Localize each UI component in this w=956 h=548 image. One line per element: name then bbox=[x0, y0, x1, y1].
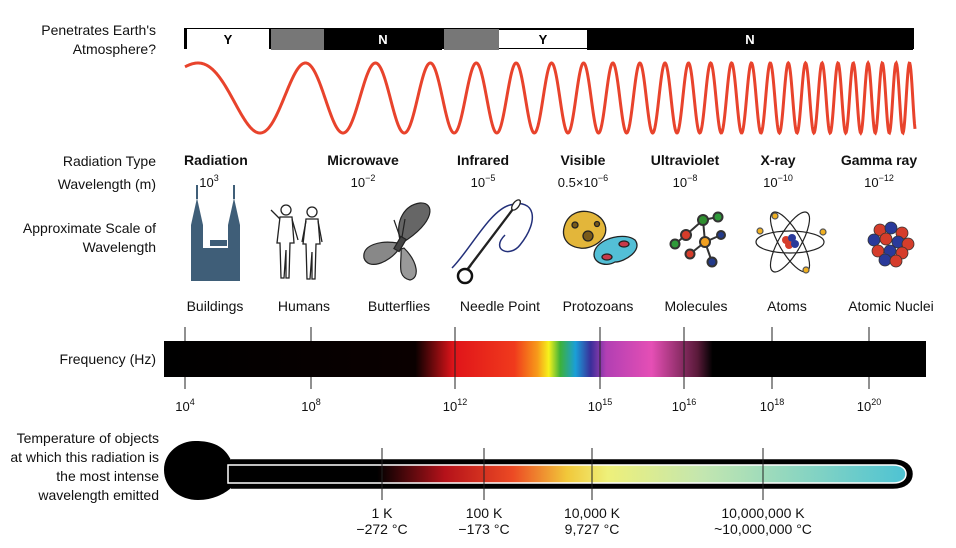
atmosphere-segment bbox=[271, 29, 324, 50]
butterfly-icon bbox=[363, 202, 431, 281]
scale-label-butterflies: Butterflies bbox=[367, 298, 431, 314]
scale-connectors bbox=[184, 327, 870, 341]
temperature-10000000k: 10,000,000 K ~10,000,000 °C bbox=[714, 505, 812, 537]
temperature-label: Temperature of objects at which this rad… bbox=[10, 430, 159, 503]
wavelength-visible: 0.5×10−6 bbox=[557, 173, 609, 191]
scale-label-atoms: Atoms bbox=[767, 298, 807, 314]
atmosphere-segment: N bbox=[587, 29, 913, 50]
freq-tick-label: 1015 bbox=[587, 397, 613, 415]
needle-icon bbox=[451, 199, 534, 285]
radiation-type-infrared: Infrared bbox=[456, 152, 510, 168]
atmosphere-segment: N bbox=[324, 29, 442, 50]
freq-tick-label: 104 bbox=[175, 397, 195, 415]
scale-label: Approximate Scale of Wavelength bbox=[22, 220, 156, 255]
radiation-type-visible: Visible bbox=[560, 152, 606, 168]
frequency-label: Frequency (Hz) bbox=[59, 351, 156, 367]
wave-line bbox=[184, 60, 917, 136]
scale-label-protozoans: Protozoans bbox=[562, 298, 634, 314]
wavelength-label: Wavelength (m) bbox=[57, 176, 156, 192]
frequency-spectrum-bar bbox=[164, 341, 926, 377]
protozoan-icon bbox=[562, 210, 638, 265]
temperature-100k: 100 K −173 °C bbox=[458, 505, 510, 537]
atmosphere-segment bbox=[444, 29, 499, 50]
wavelength-microwave: 10−2 bbox=[350, 173, 376, 191]
radiation-type-ultraviolet: Ultraviolet bbox=[650, 152, 720, 168]
scale-label-molecules: Molecules bbox=[664, 298, 728, 314]
freq-tick-label: 108 bbox=[301, 397, 321, 415]
atmosphere-segment: Y bbox=[187, 29, 269, 50]
temperature-1k: 1 K −272 °C bbox=[356, 505, 408, 537]
freq-tick-label: 1020 bbox=[856, 397, 882, 415]
radiation-type-label: Radiation Type bbox=[62, 153, 156, 169]
thermometer bbox=[164, 441, 913, 500]
atmosphere-bar: Y N Y N bbox=[184, 28, 914, 50]
radiation-type-microwave: Microwave bbox=[327, 152, 399, 168]
freq-tick-label: 1012 bbox=[442, 397, 468, 415]
atmosphere-label: Penetrates Earth's Atmosphere? bbox=[41, 22, 156, 57]
wavelength-gamma: 10−12 bbox=[864, 173, 894, 191]
frequency-ticks bbox=[184, 341, 870, 389]
freq-tick-label: 1018 bbox=[759, 397, 785, 415]
humans-icon bbox=[270, 204, 323, 280]
scale-label-buildings: Buildings bbox=[186, 298, 244, 314]
temperature-10000k: 10,000 K 9,727 °C bbox=[563, 505, 621, 537]
radiation-type-xray: X-ray bbox=[760, 152, 796, 168]
nucleus-icon bbox=[867, 221, 915, 268]
scale-label-needle-point: Needle Point bbox=[459, 298, 541, 314]
wavelength-xray: 10−10 bbox=[763, 173, 793, 191]
radiation-type-gamma: Gamma ray bbox=[840, 152, 918, 168]
scale-label-humans: Humans bbox=[277, 298, 331, 314]
freq-tick-label: 1016 bbox=[671, 397, 697, 415]
atmosphere-segment: Y bbox=[499, 30, 587, 48]
scale-label-atomic-nuclei: Atomic Nuclei bbox=[848, 298, 934, 314]
wavelength-ultraviolet: 10−8 bbox=[672, 173, 698, 191]
atom-icon bbox=[755, 211, 827, 274]
buildings-icon bbox=[191, 185, 240, 281]
wavelength-infrared: 10−5 bbox=[470, 173, 496, 191]
molecule-icon bbox=[669, 211, 726, 268]
radiation-type-radio: Radiation bbox=[184, 152, 248, 168]
wavelength-radio: 103 bbox=[199, 173, 219, 191]
